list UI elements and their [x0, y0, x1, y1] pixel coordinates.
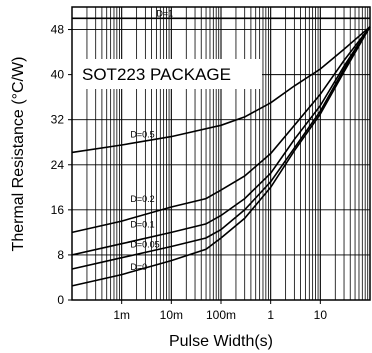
- y-tick-label: 40: [51, 68, 65, 82]
- series-label: D=0.1: [130, 220, 154, 230]
- annotation-text: SOT223 PACKAGE: [82, 65, 231, 84]
- series-line: [71, 26, 371, 256]
- series-label: D=1: [156, 8, 173, 18]
- series-label: D=0.2: [130, 194, 154, 204]
- x-tick-label: 1m: [113, 308, 130, 322]
- series-label: D=0: [130, 262, 147, 272]
- y-tick-label: 24: [51, 158, 65, 172]
- y-axis-ticks: 0 8 16 24 32 40 48: [51, 23, 72, 307]
- grid-lines: [72, 7, 370, 300]
- y-axis-label: Thermal Resistance (°C/W): [10, 57, 27, 252]
- series-line: [71, 26, 371, 154]
- series-line: [71, 26, 371, 234]
- series-labels: D=1 D=0.5 D=0.2 D=0.1 D=0.05 D=0: [130, 8, 173, 272]
- y-tick-label: 0: [57, 293, 64, 307]
- x-tick-label: 1: [267, 308, 274, 322]
- y-tick-label: 48: [51, 23, 65, 37]
- series-line: [71, 26, 371, 270]
- series-label: D=0.5: [130, 129, 154, 139]
- annotation-box: [72, 59, 262, 89]
- series-lines: [71, 17, 371, 287]
- y-tick-label: 16: [51, 203, 65, 217]
- y-tick-label: 8: [57, 248, 64, 262]
- x-tick-label: 10m: [160, 308, 183, 322]
- series-label: D=0.05: [130, 239, 159, 249]
- x-axis-ticks: 1m 10m 100m 1 10: [113, 300, 327, 322]
- x-axis-label: Pulse Width(s): [169, 333, 273, 350]
- x-tick-label: 100m: [206, 308, 236, 322]
- y-tick-label: 32: [51, 113, 65, 127]
- x-tick-label: 10: [314, 308, 328, 322]
- series-line: [71, 26, 371, 287]
